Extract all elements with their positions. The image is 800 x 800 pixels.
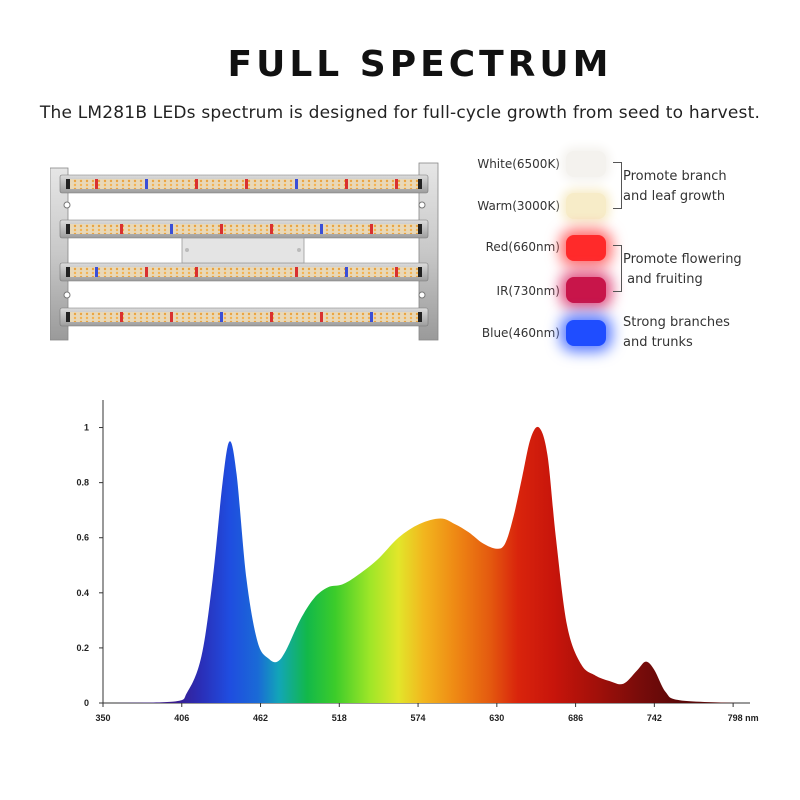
- x-tick-label: 742: [647, 713, 662, 723]
- legend-desc-line: and leaf growth: [623, 189, 726, 204]
- legend-desc-line: Promote flowering: [623, 252, 742, 267]
- y-tick-label: 0.8: [76, 478, 89, 488]
- led-bar: [59, 307, 429, 327]
- legend-label-blue: Blue(460nm): [481, 326, 560, 340]
- legend-desc-line: and fruiting: [623, 272, 703, 287]
- y-tick-label: 0.4: [76, 588, 89, 598]
- x-tick-label: 798 nm: [728, 713, 759, 723]
- led-color-dots: [95, 179, 398, 322]
- x-tick-label: 630: [489, 713, 504, 723]
- blue-led-swatch: [566, 320, 606, 346]
- warm-led-swatch: [566, 193, 606, 219]
- legend-label-red: Red(660nm): [485, 240, 560, 254]
- spectrum-area: [103, 426, 736, 703]
- spectrum-chart: 350 406 462 518 574 630 686 742 798 nm 0 0.2 0.4 0.6…: [76, 400, 759, 723]
- page-subtitle: The LM281B LEDs spectrum is designed for…: [39, 103, 761, 123]
- legend-desc-line: and trunks: [623, 335, 693, 350]
- chart-marks: [103, 426, 736, 703]
- x-tick-label: 686: [568, 713, 583, 723]
- led-bar: [59, 262, 429, 282]
- legend-bracket: [613, 162, 622, 209]
- y-tick-label: 0.2: [76, 643, 89, 653]
- y-tick-label: 1: [84, 423, 89, 433]
- led-fixture-image: [50, 162, 439, 341]
- y-tick-label: 0.6: [76, 533, 89, 543]
- x-tick-label: 518: [332, 713, 347, 723]
- legend-desc-line: Strong branches: [623, 315, 730, 330]
- legend-desc-line: Promote branch: [623, 169, 727, 184]
- white-led-swatch: [566, 151, 606, 177]
- ir-led-swatch: [566, 277, 606, 303]
- legend-desc-flowering: Promote flowering and fruiting: [623, 250, 742, 290]
- legend-label-warm: Warm(3000K): [477, 199, 560, 213]
- page-title: FULL SPECTRUM: [227, 44, 613, 85]
- x-tick-label: 350: [95, 713, 110, 723]
- led-bar: [59, 174, 429, 194]
- legend-desc-branch: Promote branch and leaf growth: [623, 167, 727, 207]
- red-led-swatch: [566, 235, 606, 261]
- legend-desc-trunks: Strong branches and trunks: [623, 313, 730, 353]
- legend-bracket: [613, 245, 622, 292]
- legend-label-ir: IR(730nm): [496, 284, 560, 298]
- fixture-left-rail: [50, 167, 69, 341]
- legend-label-white: White(6500K): [477, 157, 560, 171]
- spectrum-legend: White(6500K) Warm(3000K) Red(660nm) IR(7…: [470, 145, 790, 365]
- x-tick-label: 462: [253, 713, 268, 723]
- driver-box: [181, 237, 305, 264]
- y-tick-label: 0: [84, 698, 89, 708]
- x-tick-label: 574: [411, 713, 426, 723]
- x-tick-label: 406: [174, 713, 189, 723]
